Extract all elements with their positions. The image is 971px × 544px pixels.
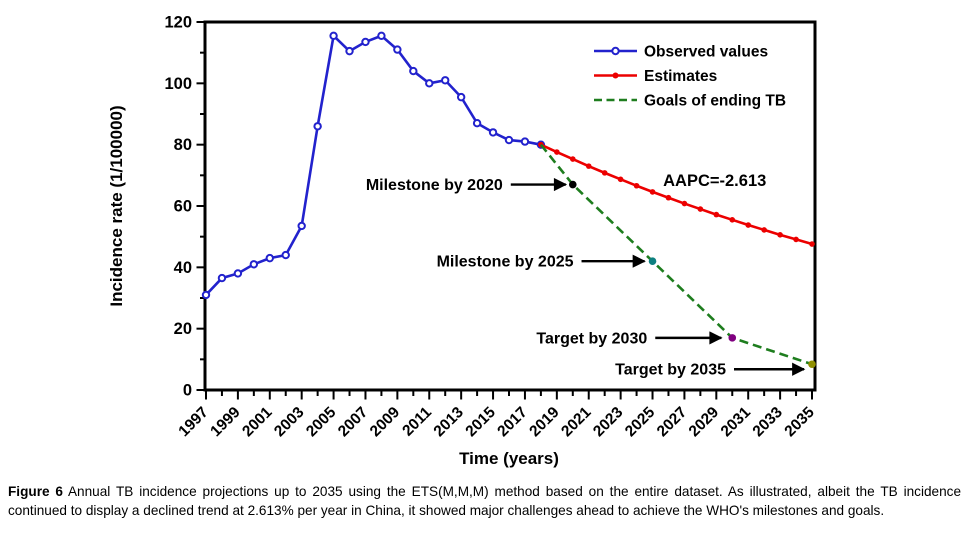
goal-marker-dot <box>568 180 577 189</box>
annotation-milestone-by-2025: Milestone by 2025 <box>437 254 657 271</box>
x-tick-label: 2033 <box>750 404 787 441</box>
y-axis: 0 20 40 60 80 100 120 Incidence rate (1/100000) <box>107 14 205 400</box>
goal-marker-dot <box>808 360 816 369</box>
tb-incidence-chart: 1997199920012003200520072009201120132015… <box>107 14 818 469</box>
y-tick-label: 80 <box>174 136 192 154</box>
figure-caption-text: Annual TB incidence projections up to 20… <box>8 484 962 518</box>
legend-marker <box>612 72 619 79</box>
data-point-marker <box>601 170 608 176</box>
figure-caption: Figure 6 Annual TB incidence projections … <box>0 482 971 520</box>
data-point-marker <box>409 66 418 76</box>
data-point-marker <box>665 194 672 201</box>
annotation-label: Milestone by 2020 <box>366 177 503 194</box>
data-point-marker <box>745 222 752 228</box>
x-tick-label: 1999 <box>207 404 244 441</box>
x-tick-label: 2035 <box>781 404 818 441</box>
data-point-marker <box>793 236 799 243</box>
data-point-marker <box>377 31 386 40</box>
annotation-label: Milestone by 2025 <box>437 254 574 271</box>
y-tick-label: 20 <box>174 320 192 338</box>
x-tick-label: 2003 <box>271 404 308 441</box>
series-line <box>205 33 542 296</box>
data-point-marker <box>809 241 815 247</box>
data-point-marker <box>249 260 259 269</box>
annotation-label: Target by 2030 <box>536 330 647 347</box>
data-point-marker <box>265 253 274 263</box>
annotation-aapc-2-613: AAPC=-2.613 <box>663 172 766 190</box>
data-point-marker <box>761 227 767 233</box>
x-tick-label: 2027 <box>654 404 690 440</box>
data-point-marker <box>554 149 560 155</box>
legend-label-estimates: Estimates <box>644 68 717 85</box>
data-point-marker <box>617 176 624 183</box>
data-point-marker <box>488 128 498 137</box>
legend-label-goals-of-ending-tb: Goals of ending TB <box>644 93 786 110</box>
data-point-marker <box>425 79 434 88</box>
x-tick-label: 2013 <box>431 404 468 441</box>
x-tick-label: 2015 <box>462 404 499 441</box>
series-estimates <box>538 141 815 247</box>
data-point-marker <box>361 37 370 47</box>
data-point-marker <box>681 200 688 207</box>
x-tick-label: 2019 <box>526 404 563 441</box>
plot-frame <box>203 20 817 392</box>
y-tick-label: 40 <box>174 259 192 277</box>
y-tick-label: 0 <box>183 382 192 400</box>
x-tick-label: 2025 <box>622 404 659 441</box>
y-axis-title: Incidence rate (1/100000) <box>107 105 126 306</box>
goal-marker-dot <box>728 334 737 342</box>
x-axis-title: Time (years) <box>459 449 559 468</box>
series-observed-values <box>201 31 546 300</box>
data-point-marker <box>520 137 530 146</box>
data-point-marker <box>281 250 290 260</box>
x-tick-label: 2021 <box>558 404 595 441</box>
data-point-marker <box>472 119 482 128</box>
x-tick-label: 2011 <box>399 404 435 440</box>
data-point-marker <box>201 290 211 300</box>
data-point-marker <box>456 92 466 102</box>
data-point-marker <box>504 135 514 145</box>
data-point-marker <box>297 221 306 231</box>
annotation-milestone-by-2020: Milestone by 2020 <box>366 177 577 194</box>
data-point-marker <box>649 189 656 195</box>
data-point-marker <box>313 122 322 131</box>
x-tick-label: 2017 <box>494 404 530 440</box>
data-point-marker <box>441 76 450 85</box>
y-tick-label: 120 <box>164 14 192 32</box>
x-tick-label: 2031 <box>718 404 755 441</box>
goal-marker-dot <box>648 257 657 266</box>
annotation-target-by-2030: Target by 2030 <box>536 330 737 347</box>
x-tick-label: 2023 <box>590 404 627 441</box>
data-point-marker <box>729 217 736 223</box>
figure-caption-label: Figure 6 <box>8 484 63 499</box>
legend-marker <box>611 46 620 56</box>
data-point-marker <box>697 206 704 212</box>
data-point-marker <box>393 45 402 54</box>
data-point-marker <box>777 232 783 238</box>
data-point-marker <box>345 46 354 56</box>
data-point-marker <box>633 182 640 189</box>
data-point-marker <box>329 31 338 40</box>
data-point-marker <box>569 156 576 162</box>
x-tick-label: 2001 <box>239 404 276 441</box>
data-point-marker <box>233 269 243 278</box>
x-tick-label: 2007 <box>335 404 371 440</box>
annotation-label: Target by 2035 <box>615 362 726 379</box>
y-tick-label: 100 <box>164 75 192 93</box>
x-tick-label: 2005 <box>303 404 340 441</box>
x-axis: 1997199920012003200520072009201120132015… <box>175 391 818 468</box>
legend-label-observed-values: Observed values <box>644 44 768 61</box>
annotation-target-by-2035: Target by 2035 <box>615 360 816 379</box>
y-tick-label: 60 <box>174 198 192 216</box>
legend: Observed values Estimates Goals of ending … <box>594 44 786 110</box>
data-point-marker <box>585 163 592 169</box>
data-point-marker <box>713 211 720 218</box>
data-point-marker <box>217 273 227 283</box>
x-tick-label: 2029 <box>686 404 723 441</box>
x-tick-label: 1997 <box>175 404 211 440</box>
x-tick-label: 2009 <box>367 404 404 441</box>
